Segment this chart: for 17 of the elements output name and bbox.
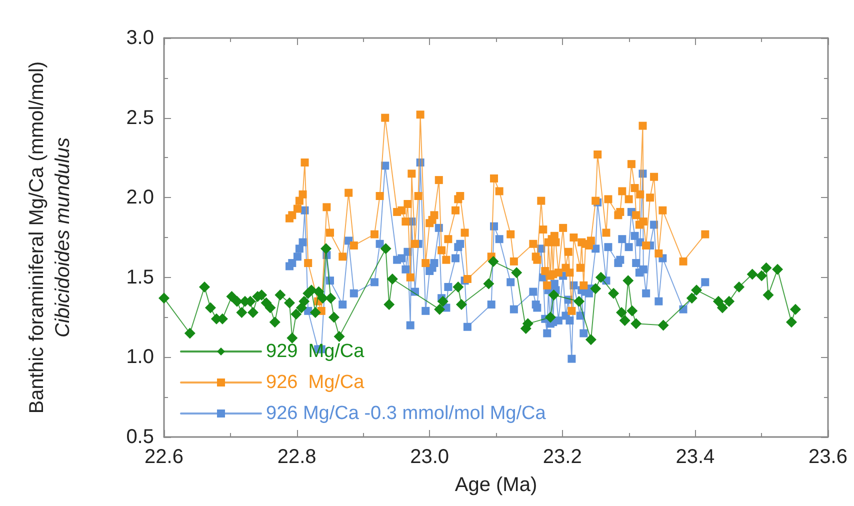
y-tick-label: 3.0 (126, 27, 154, 49)
y-axis-title: Banthic foraminiferal Mg/Ca (mmol/mol) Cibicidoides mundulus (26, 61, 74, 414)
x-axis-title: Age (Ma) (454, 474, 538, 496)
x-tick-label: 23.2 (542, 446, 582, 468)
x-tick-label: 22.8 (277, 446, 316, 468)
y-tick-label: 1.0 (126, 346, 154, 368)
y-tick-label: 2.0 (126, 186, 154, 209)
y-tick-label: 2.5 (126, 106, 154, 129)
legend-label: 926 Mg/Ca -0.3 mmol/mol Mg/Ca (266, 403, 546, 424)
legend-label: 926 Mg/Ca (266, 372, 365, 393)
x-tick-label: 23.0 (410, 446, 450, 468)
x-tick-label: 23.4 (676, 446, 715, 468)
y-tick-label: 0.5 (126, 426, 154, 448)
x-tick-label: 23.6 (808, 446, 848, 468)
y-tick-label: 1.5 (126, 266, 154, 288)
legend-label: 929 Mg/Ca (266, 341, 365, 362)
x-tick-label: 22.6 (144, 446, 184, 468)
